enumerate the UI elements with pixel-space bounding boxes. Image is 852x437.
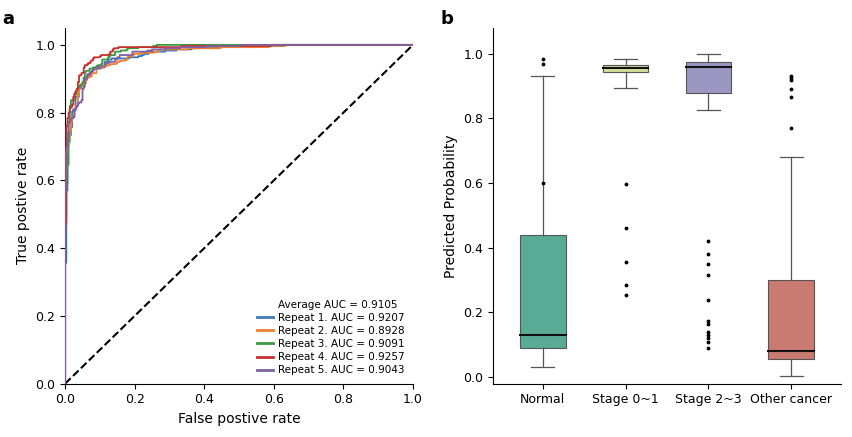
- Y-axis label: Predicted Probability: Predicted Probability: [444, 134, 458, 277]
- Bar: [602, 65, 648, 72]
- Legend: Average AUC = 0.9105, Repeat 1. AUC = 0.9207, Repeat 2. AUC = 0.8928, Repeat 3. : Average AUC = 0.9105, Repeat 1. AUC = 0.…: [254, 297, 408, 378]
- Bar: [769, 280, 814, 359]
- Text: a: a: [3, 10, 14, 28]
- Text: b: b: [440, 10, 454, 28]
- X-axis label: False postive rate: False postive rate: [178, 412, 301, 426]
- Y-axis label: True postive rate: True postive rate: [16, 147, 30, 264]
- Bar: [686, 62, 731, 93]
- Bar: [520, 235, 566, 348]
